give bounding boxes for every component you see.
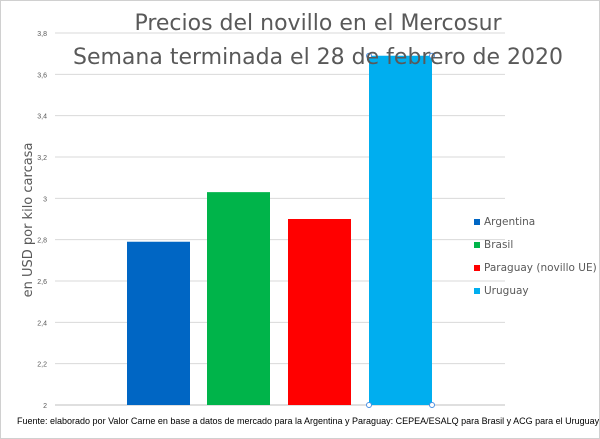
y-tick-label: 3,2	[37, 155, 47, 162]
legend-swatch	[474, 219, 480, 225]
y-tick-label: 3	[43, 196, 47, 203]
bar-brasil[interactable]	[207, 192, 270, 405]
y-tick-label: 2	[43, 403, 47, 410]
selection-handle[interactable]	[366, 52, 372, 59]
legend-swatch	[474, 265, 480, 271]
selection-handle[interactable]	[429, 52, 435, 59]
y-tick-label: 2,4	[37, 320, 47, 327]
legend-label: Paraguay (novillo UE)	[484, 262, 597, 274]
legend-swatch	[474, 288, 480, 294]
legend-swatch	[474, 242, 480, 248]
bar-paraguay[interactable]	[288, 219, 351, 405]
bar-argentina[interactable]	[127, 241, 190, 405]
bar-uruguay[interactable]	[369, 55, 432, 405]
chart-title: Precios del novillo en el Mercosur	[134, 11, 502, 36]
legend-label: Argentina	[484, 216, 535, 228]
y-tick-label: 3,6	[37, 72, 47, 79]
y-tick-label: 2,2	[37, 362, 47, 369]
legend-label: Uruguay	[484, 285, 529, 297]
y-axis-label: en USD por kilo carcasa	[21, 143, 36, 298]
chart-subtitle: Semana terminada el 28 de febrero de 202…	[73, 45, 563, 70]
footnote: Fuente: elaborado por Valor Carne en bas…	[17, 416, 600, 426]
selection-handle[interactable]	[429, 402, 435, 408]
y-tick-label: 3,8	[37, 31, 47, 38]
y-tick-label: 2,6	[37, 279, 47, 286]
y-tick-label: 3,4	[37, 114, 47, 121]
selection-handle[interactable]	[366, 402, 372, 408]
legend-label: Brasil	[484, 239, 513, 251]
y-tick-label: 2,8	[37, 238, 47, 245]
